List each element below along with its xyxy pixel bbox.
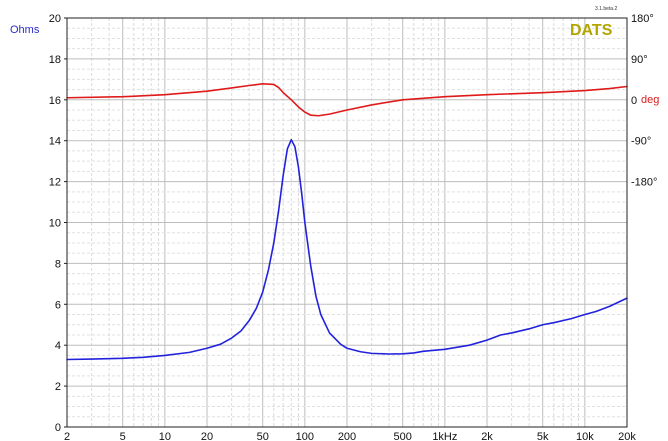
x-tick-label: 500 [394,431,412,441]
y-left-tick-label: 0 [55,422,61,434]
phase-series-line [66,83,628,117]
plot-frame [64,17,628,428]
x-tick-label: 200 [338,431,356,441]
y-right-tick-label: -90° [631,136,651,148]
x-tick-label: 20 [201,431,213,441]
grid [66,17,628,428]
y-left-tick-label: 16 [49,95,61,107]
x-tick-label: 10 [159,431,171,441]
y-right-axis-label: deg [641,94,659,106]
y-right-tick-label: 0 [631,95,637,107]
y-left-tick-label: 6 [55,299,61,311]
version-label: 3.1.beta.2 [595,6,617,12]
x-tick-label: 100 [296,431,314,441]
x-tick-label: 2 [64,431,70,441]
x-tick-label: 5 [120,431,126,441]
x-tick-label: 5k [537,431,549,441]
y-left-tick-label: 12 [49,177,61,189]
impedance-series-line [66,138,628,361]
x-tick-label: 10k [576,431,594,441]
y-left-tick-label: 4 [55,340,61,352]
y-left-tick-label: 14 [49,136,61,148]
y-left-tick-label: 10 [49,218,61,230]
y-right-tick-label: 90° [631,54,648,66]
x-tick-label: 20k [618,431,636,441]
y-left-tick-label: 18 [49,54,61,66]
y-left-tick-label: 20 [49,13,61,25]
y-right-tick-label: 180° [631,13,654,25]
x-tick-label: 1kHz [432,431,457,441]
y-right-tick-label: -180° [631,177,657,189]
y-left-tick-label: 8 [55,258,61,270]
x-tick-label: 50 [257,431,269,441]
y-left-tick-label: 2 [55,381,61,393]
series-layer [66,83,628,361]
brand-logo: DATS [570,22,613,39]
x-tick-label: 2k [481,431,493,441]
y-left-axis-label: Ohms [10,24,40,36]
